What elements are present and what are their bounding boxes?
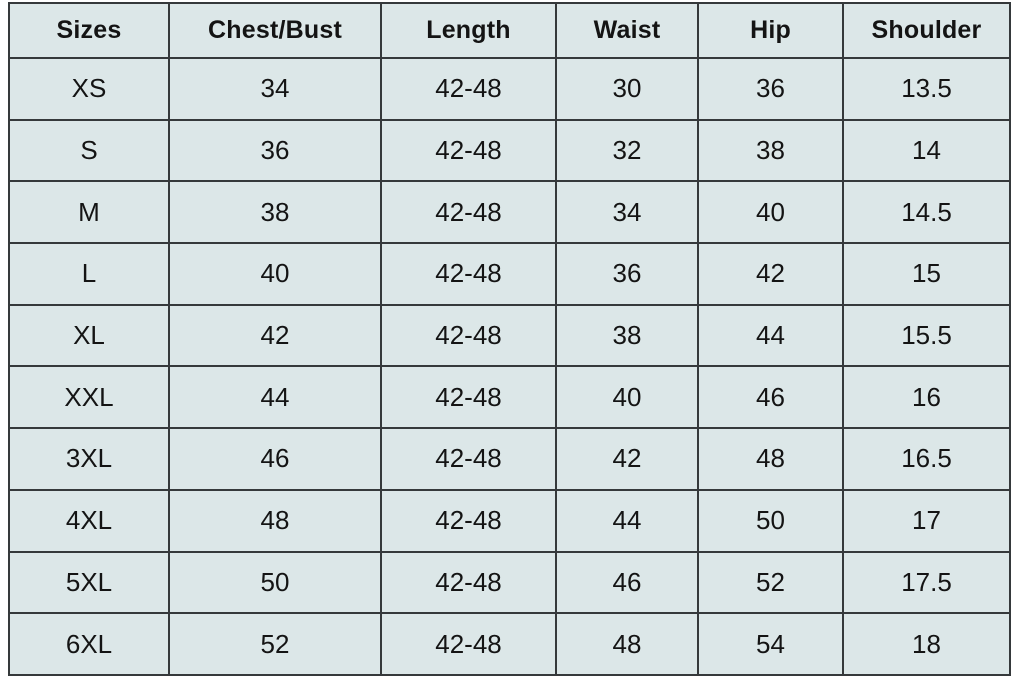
measurement-cell: 44 (555, 488, 699, 553)
measurement-cell: 40 (697, 180, 844, 245)
size-label-cell: S (8, 118, 170, 183)
column-header-chest-bust: Chest/Bust (168, 2, 382, 59)
measurement-cell: 36 (697, 57, 844, 121)
measurement-cell: 42-48 (380, 427, 557, 491)
measurement-cell: 50 (697, 488, 844, 553)
measurement-cell: 48 (168, 488, 382, 553)
size-chart-table: Sizes Chest/Bust Length Waist Hip Shoulder XS… (8, 2, 1011, 676)
measurement-cell: 17 (842, 488, 1011, 553)
header-row: Sizes Chest/Bust Length Waist Hip Shoulder (8, 2, 1011, 59)
measurement-cell: 34 (555, 180, 699, 245)
measurement-cell: 42-48 (380, 612, 557, 676)
measurement-cell: 40 (168, 242, 382, 306)
table-row: S 36 42-48 32 38 14 (8, 118, 1011, 183)
measurement-cell: 46 (697, 365, 844, 430)
size-label-cell: XXL (8, 365, 170, 430)
measurement-cell: 42-48 (380, 242, 557, 306)
measurement-cell: 42-48 (380, 488, 557, 553)
measurement-cell: 54 (697, 612, 844, 676)
measurement-cell: 52 (697, 550, 844, 615)
measurement-cell: 44 (697, 303, 844, 368)
measurement-cell: 14.5 (842, 180, 1011, 245)
measurement-cell: 42 (168, 303, 382, 368)
measurement-cell: 36 (168, 118, 382, 183)
size-chart-header: Sizes Chest/Bust Length Waist Hip Shoulder (8, 2, 1011, 59)
table-row: 5XL 50 42-48 46 52 17.5 (8, 550, 1011, 615)
size-label-cell: M (8, 180, 170, 245)
measurement-cell: 17.5 (842, 550, 1011, 615)
measurement-cell: 32 (555, 118, 699, 183)
measurement-cell: 48 (697, 427, 844, 491)
measurement-cell: 42-48 (380, 180, 557, 245)
measurement-cell: 14 (842, 118, 1011, 183)
measurement-cell: 34 (168, 57, 382, 121)
size-chart-body: XS 34 42-48 30 36 13.5 S 36 42-48 32 38 14 M 38 42-48 3… (8, 57, 1011, 676)
size-label-cell: L (8, 242, 170, 306)
table-row: M 38 42-48 34 40 14.5 (8, 180, 1011, 245)
measurement-cell: 42-48 (380, 57, 557, 121)
measurement-cell: 46 (555, 550, 699, 615)
measurement-cell: 16 (842, 365, 1011, 430)
measurement-cell: 44 (168, 365, 382, 430)
measurement-cell: 38 (555, 303, 699, 368)
measurement-cell: 42-48 (380, 118, 557, 183)
table-row: 6XL 52 42-48 48 54 18 (8, 612, 1011, 676)
column-header-shoulder: Shoulder (842, 2, 1011, 59)
measurement-cell: 46 (168, 427, 382, 491)
measurement-cell: 16.5 (842, 427, 1011, 491)
measurement-cell: 38 (697, 118, 844, 183)
measurement-cell: 48 (555, 612, 699, 676)
measurement-cell: 42-48 (380, 365, 557, 430)
measurement-cell: 42 (555, 427, 699, 491)
column-header-hip: Hip (697, 2, 844, 59)
measurement-cell: 40 (555, 365, 699, 430)
measurement-cell: 15 (842, 242, 1011, 306)
size-chart: Sizes Chest/Bust Length Waist Hip Shoulder XS… (8, 2, 1011, 676)
size-label-cell: 5XL (8, 550, 170, 615)
size-label-cell: 6XL (8, 612, 170, 676)
table-row: XXL 44 42-48 40 46 16 (8, 365, 1011, 430)
table-row: 3XL 46 42-48 42 48 16.5 (8, 427, 1011, 491)
measurement-cell: 15.5 (842, 303, 1011, 368)
size-label-cell: XL (8, 303, 170, 368)
table-row: 4XL 48 42-48 44 50 17 (8, 488, 1011, 553)
measurement-cell: 18 (842, 612, 1011, 676)
size-label-cell: XS (8, 57, 170, 121)
column-header-waist: Waist (555, 2, 699, 59)
table-row: XS 34 42-48 30 36 13.5 (8, 57, 1011, 121)
measurement-cell: 30 (555, 57, 699, 121)
measurement-cell: 38 (168, 180, 382, 245)
table-row: XL 42 42-48 38 44 15.5 (8, 303, 1011, 368)
measurement-cell: 42-48 (380, 550, 557, 615)
measurement-cell: 42-48 (380, 303, 557, 368)
measurement-cell: 52 (168, 612, 382, 676)
measurement-cell: 13.5 (842, 57, 1011, 121)
size-label-cell: 4XL (8, 488, 170, 553)
measurement-cell: 36 (555, 242, 699, 306)
measurement-cell: 42 (697, 242, 844, 306)
column-header-length: Length (380, 2, 557, 59)
measurement-cell: 50 (168, 550, 382, 615)
size-label-cell: 3XL (8, 427, 170, 491)
table-row: L 40 42-48 36 42 15 (8, 242, 1011, 306)
column-header-sizes: Sizes (8, 2, 170, 59)
